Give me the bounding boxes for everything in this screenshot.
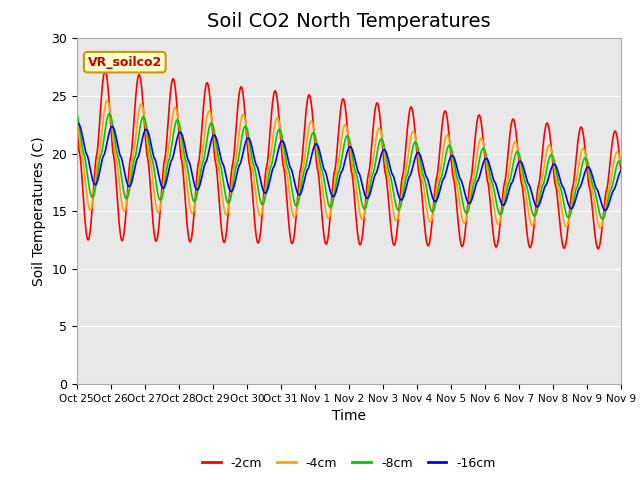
-4cm bbox=[596, 225, 604, 231]
-2cm bbox=[138, 82, 145, 88]
-4cm bbox=[617, 161, 625, 167]
-4cm bbox=[436, 171, 444, 177]
-8cm bbox=[73, 110, 81, 116]
Line: -16cm: -16cm bbox=[77, 123, 621, 210]
-16cm bbox=[285, 160, 292, 166]
-8cm bbox=[435, 181, 443, 187]
-8cm bbox=[264, 180, 271, 186]
-16cm bbox=[264, 184, 272, 190]
-2cm bbox=[101, 68, 109, 73]
-4cm bbox=[104, 97, 111, 103]
-2cm bbox=[73, 120, 81, 126]
-4cm bbox=[138, 101, 145, 107]
-16cm bbox=[436, 188, 444, 193]
-8cm bbox=[617, 160, 625, 166]
X-axis label: Time: Time bbox=[332, 409, 366, 423]
-4cm bbox=[406, 143, 413, 149]
-2cm bbox=[264, 151, 272, 156]
-2cm bbox=[617, 167, 625, 173]
-8cm bbox=[284, 166, 292, 171]
Title: Soil CO2 North Temperatures: Soil CO2 North Temperatures bbox=[207, 12, 491, 31]
-4cm bbox=[73, 111, 81, 117]
Line: -4cm: -4cm bbox=[77, 100, 621, 228]
-4cm bbox=[285, 185, 292, 191]
-8cm bbox=[598, 216, 606, 222]
-16cm bbox=[74, 120, 82, 126]
-2cm bbox=[406, 109, 413, 115]
-4cm bbox=[237, 116, 245, 121]
-2cm bbox=[595, 246, 602, 252]
Line: -8cm: -8cm bbox=[77, 113, 621, 219]
-8cm bbox=[137, 121, 145, 127]
Y-axis label: Soil Temperatures (C): Soil Temperatures (C) bbox=[31, 136, 45, 286]
-2cm bbox=[237, 84, 245, 90]
-8cm bbox=[237, 142, 244, 148]
-16cm bbox=[138, 141, 145, 146]
-16cm bbox=[617, 168, 625, 174]
-16cm bbox=[602, 207, 609, 213]
-16cm bbox=[237, 157, 245, 163]
-8cm bbox=[405, 167, 413, 172]
-2cm bbox=[436, 146, 444, 152]
-4cm bbox=[264, 165, 272, 171]
Text: VR_soilco2: VR_soilco2 bbox=[88, 56, 162, 69]
-2cm bbox=[285, 222, 292, 228]
-16cm bbox=[406, 174, 413, 180]
-16cm bbox=[73, 122, 81, 128]
Line: -2cm: -2cm bbox=[77, 71, 621, 249]
Legend: -2cm, -4cm, -8cm, -16cm: -2cm, -4cm, -8cm, -16cm bbox=[197, 452, 501, 475]
